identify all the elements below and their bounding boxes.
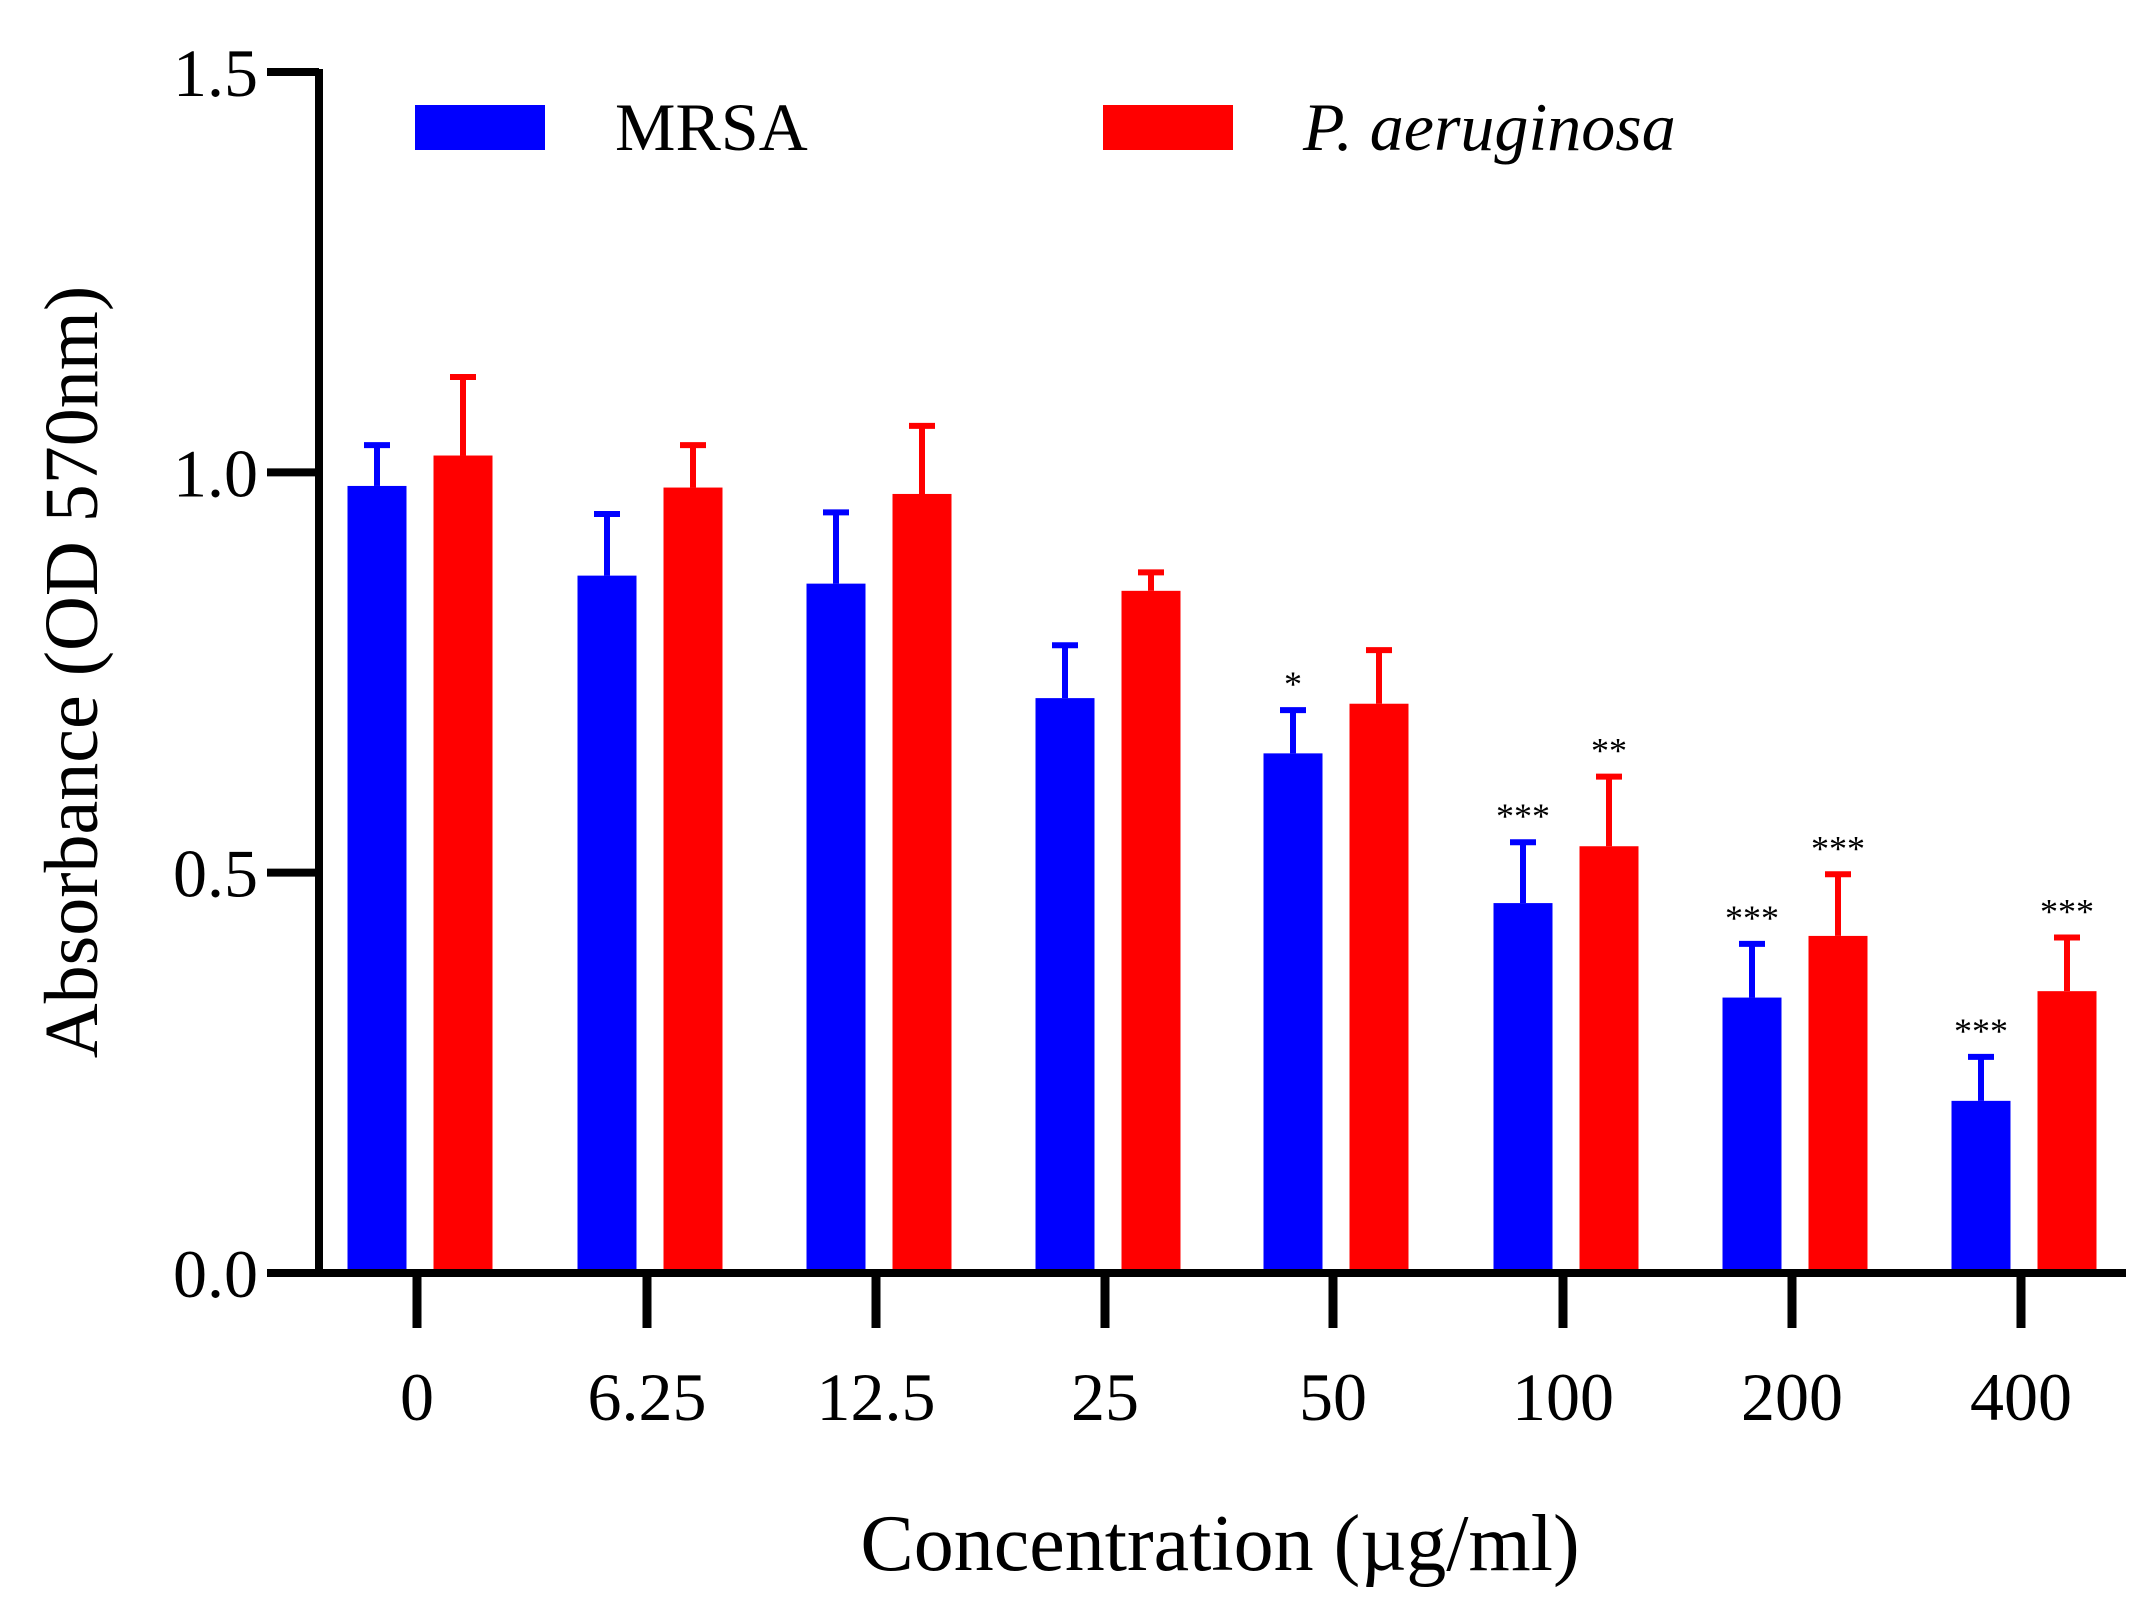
x-tick-label: 25 xyxy=(1071,1359,1139,1435)
bar xyxy=(806,583,866,1273)
bar xyxy=(1035,698,1095,1273)
y-tick-label: 1.5 xyxy=(173,35,258,111)
significance-label: * xyxy=(1284,664,1302,704)
bar xyxy=(1722,997,1782,1273)
x-tick-label: 50 xyxy=(1299,1359,1367,1435)
legend-label: P. aeruginosa xyxy=(1302,89,1676,165)
chart-marks: ****************** xyxy=(347,374,2097,1274)
legend-swatch xyxy=(415,105,545,150)
x-tick-label: 400 xyxy=(1970,1359,2072,1435)
x-tick-label: 0 xyxy=(400,1359,434,1435)
y-tick-label: 0.5 xyxy=(173,836,258,912)
significance-label: *** xyxy=(1954,1011,2008,1051)
bar xyxy=(1808,935,1868,1273)
x-tick-label: 12.5 xyxy=(817,1359,936,1435)
bar xyxy=(1493,903,1553,1273)
bar xyxy=(1951,1100,2011,1273)
y-tick-label: 1.0 xyxy=(173,435,258,511)
x-tick-label: 200 xyxy=(1741,1359,1843,1435)
bar xyxy=(1349,703,1409,1273)
y-axis-label: Absorbance (OD 570nm) xyxy=(30,286,114,1058)
bar xyxy=(1263,753,1323,1273)
bar xyxy=(433,455,493,1273)
legend-swatch xyxy=(1103,105,1233,150)
bar xyxy=(892,493,952,1274)
significance-label: ** xyxy=(1591,731,1627,771)
bar xyxy=(663,487,723,1273)
significance-label: *** xyxy=(2040,892,2094,932)
axes: 0.0 0.5 1.0 1.5 0 6.25 12.5 25 50 100 200 400 xyxy=(173,35,2126,1435)
significance-label: *** xyxy=(1811,828,1865,868)
legend: MRSA P. aeruginosa xyxy=(415,89,1676,165)
legend-label: MRSA xyxy=(615,89,808,165)
y-tick-label: 0.0 xyxy=(173,1236,258,1312)
bar xyxy=(347,485,407,1273)
significance-label: *** xyxy=(1725,898,1779,938)
bar xyxy=(1579,846,1639,1273)
bar xyxy=(1121,590,1181,1273)
x-tick-label: 6.25 xyxy=(588,1359,707,1435)
bar xyxy=(2037,991,2097,1273)
bar xyxy=(577,575,637,1273)
significance-label: *** xyxy=(1496,796,1550,836)
x-axis-label: Concentration (µg/ml) xyxy=(860,1500,1579,1588)
x-tick-label: 100 xyxy=(1512,1359,1614,1435)
